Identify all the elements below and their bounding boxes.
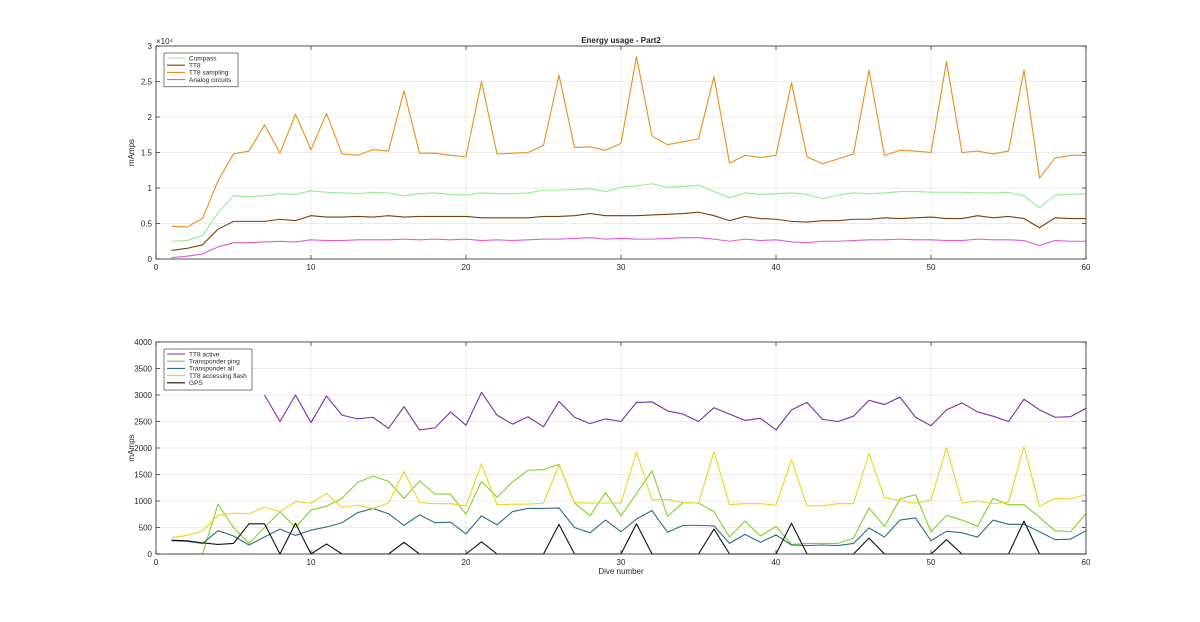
- y-tick-label: 1: [148, 184, 153, 193]
- legend-label: TT8 sampling: [189, 70, 229, 77]
- legend-label: Analog circuits: [189, 77, 232, 84]
- series-line-tt8-accessing-flash: [171, 445, 1087, 539]
- x-tick-label: 50: [927, 263, 936, 272]
- chart-2: 0 10 20 30 40 50 60 0 500 1000 1500 2000 2500 3000 350…: [127, 338, 1091, 576]
- x-tick-label: 60: [1082, 558, 1091, 567]
- series-line-gps: [171, 520, 1086, 555]
- y-tick-label: 2: [148, 113, 153, 122]
- y-tick-label: 2.5: [141, 78, 153, 87]
- x-tick-label: 40: [772, 263, 781, 272]
- x-tick-label: 50: [927, 558, 936, 567]
- series-line-transponder-ping: [171, 463, 1087, 555]
- y-tick-label: 1500: [134, 471, 152, 480]
- x-tick-label: 0: [154, 263, 159, 272]
- x-tick-label: 40: [772, 558, 781, 567]
- x-tick-label: 20: [462, 558, 471, 567]
- series-line-transponder-all: [171, 507, 1087, 547]
- x-tick-label: 60: [1082, 263, 1091, 272]
- y-tick-label: 2000: [134, 444, 152, 453]
- legend-label: TT8: [189, 63, 201, 70]
- legend-label: Compass: [189, 55, 217, 62]
- x-tick-label: 10: [307, 558, 316, 567]
- series-line-tt8-sampling: [171, 56, 1086, 228]
- y-axis-label: mAmps: [127, 139, 136, 166]
- legend-label: Transponder ping: [189, 359, 240, 366]
- y-tick-label: 0.5: [141, 220, 153, 229]
- x-axis-label: Dive number: [598, 567, 644, 576]
- y-tick-label: 500: [139, 524, 153, 533]
- chart-1: 0 10 20 30 40 50 60 0 0.5 1 1.5 2 2.5 3×10⁴ Energy usa…: [127, 36, 1091, 272]
- series-line-tt8: [171, 211, 1086, 252]
- x-tick-label: 10: [307, 263, 316, 272]
- y-tick-label: 3: [148, 42, 153, 51]
- y-tick-label: 2500: [134, 418, 152, 427]
- legend-label: TT8 active: [189, 351, 220, 358]
- series-line-tt8-active: [264, 391, 1087, 431]
- y-axis-label: mAmps: [127, 434, 136, 461]
- y-tick-label: 0: [148, 550, 153, 559]
- y-tick-label: 0: [148, 255, 153, 264]
- x-tick-label: 30: [617, 263, 626, 272]
- series-line-compass: [171, 183, 1087, 242]
- y-tick-label: 3000: [134, 391, 152, 400]
- legend-box: [163, 52, 239, 88]
- y-tick-label: 3500: [134, 365, 152, 374]
- legend-label: TT8 accessing flash: [189, 373, 247, 380]
- legend-label: Transponder all: [189, 366, 234, 373]
- y-tick-label: 4000: [134, 338, 152, 347]
- series-line-analog-circuits: [171, 237, 1086, 259]
- x-tick-label: 20: [462, 263, 471, 272]
- chart-title: Energy usage - Part2: [581, 36, 661, 45]
- legend-label: GPS: [189, 380, 203, 387]
- y-exponent-label: ×10⁴: [156, 37, 174, 46]
- x-tick-label: 0: [154, 558, 159, 567]
- y-tick-label: 1.5: [141, 149, 153, 158]
- x-tick-label: 30: [617, 558, 626, 567]
- y-tick-label: 1000: [134, 497, 152, 506]
